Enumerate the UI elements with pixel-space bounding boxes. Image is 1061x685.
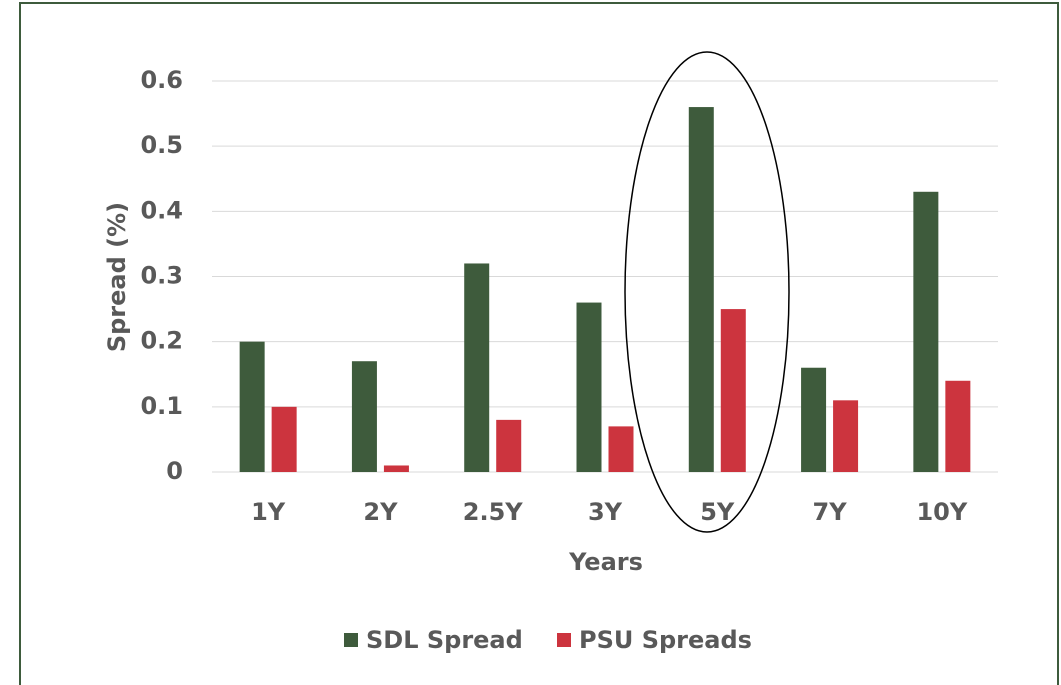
bar (608, 426, 634, 472)
legend-label: SDL Spread (366, 626, 523, 654)
bar (945, 380, 971, 472)
legend-swatch (344, 633, 358, 647)
bar (271, 406, 297, 472)
x-tick-label: 1Y (251, 498, 286, 526)
legend-label: PSU Spreads (579, 626, 752, 654)
x-tick-label: 2Y (363, 498, 398, 526)
y-tick-label: 0.1 (140, 392, 183, 420)
bar (801, 367, 827, 472)
bar (576, 302, 602, 472)
legend-swatch (557, 633, 571, 647)
x-tick-label: 2.5Y (463, 498, 524, 526)
bar (913, 191, 939, 473)
bar (383, 465, 409, 472)
chart-frame (19, 2, 1059, 685)
bar (464, 263, 490, 472)
x-tick-label: 3Y (588, 498, 623, 526)
x-tick-label: 5Y (700, 498, 735, 526)
bar (688, 107, 714, 473)
y-axis-label: Spread (%) (103, 202, 131, 352)
x-tick-label: 10Y (916, 498, 967, 526)
y-tick-label: 0.4 (140, 196, 183, 224)
y-tick-label: 0.6 (140, 66, 183, 94)
y-tick-label: 0 (166, 457, 183, 485)
bar (239, 341, 265, 472)
y-tick-label: 0.5 (140, 131, 183, 159)
bar (351, 361, 377, 472)
bar (496, 419, 522, 472)
plot-area: 0 0.1 0.2 0.3 0.4 0.5 0.6 1Y 2Y 2.5Y 3Y 5Y 7Y 10Y (140, 66, 998, 526)
bar (833, 400, 859, 472)
bar (720, 309, 746, 472)
y-tick-label: 0.2 (140, 327, 183, 355)
highlight-ellipse (624, 51, 790, 533)
x-axis-label: Years (568, 548, 643, 576)
y-tick-label: 0.3 (140, 262, 183, 290)
x-tick-label: 7Y (813, 498, 848, 526)
